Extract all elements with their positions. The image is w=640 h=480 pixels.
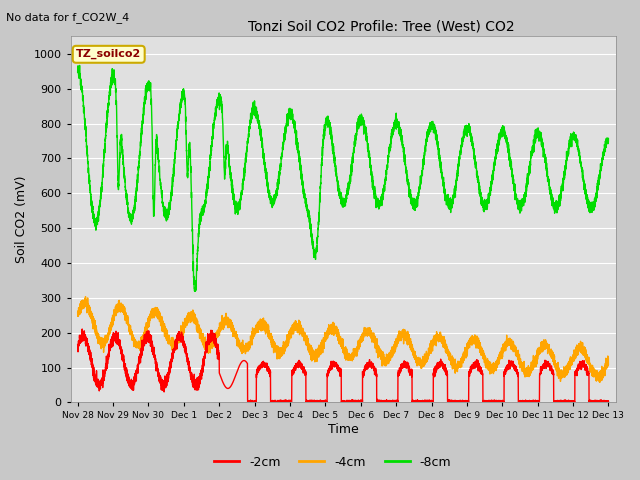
Text: No data for f_CO2W_4: No data for f_CO2W_4 [6,12,130,23]
Title: Tonzi Soil CO2 Profile: Tree (West) CO2: Tonzi Soil CO2 Profile: Tree (West) CO2 [248,20,515,34]
X-axis label: Time: Time [328,423,358,436]
Legend: -2cm, -4cm, -8cm: -2cm, -4cm, -8cm [209,451,456,474]
Y-axis label: Soil CO2 (mV): Soil CO2 (mV) [15,176,28,263]
Text: TZ_soilco2: TZ_soilco2 [76,49,141,60]
